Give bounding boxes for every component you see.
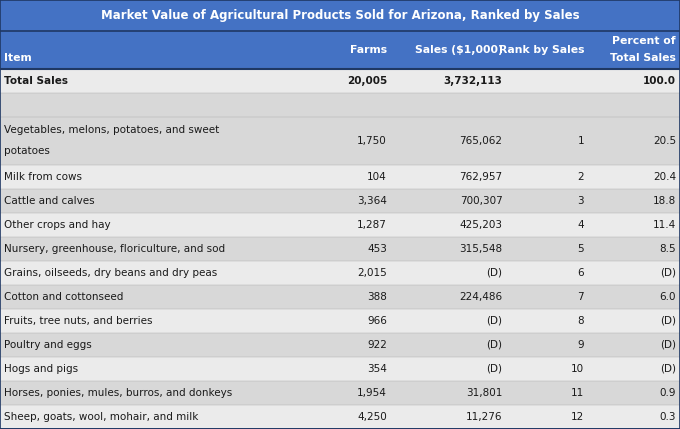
Text: (D): (D)	[660, 340, 676, 350]
Text: 18.8: 18.8	[653, 196, 676, 206]
Text: 7: 7	[577, 292, 584, 302]
Text: 0.9: 0.9	[660, 388, 676, 398]
Text: 1,287: 1,287	[357, 220, 387, 230]
Bar	[0, 93, 680, 117]
Text: (D): (D)	[486, 316, 503, 326]
Text: Nursery, greenhouse, floriculture, and sod: Nursery, greenhouse, floriculture, and s…	[4, 244, 225, 254]
Text: (D): (D)	[486, 364, 503, 374]
Text: 12: 12	[571, 412, 584, 422]
Text: 354: 354	[367, 364, 387, 374]
Text: 10: 10	[571, 364, 584, 374]
Bar	[0, 357, 680, 381]
Text: 3,732,113: 3,732,113	[443, 76, 503, 86]
Text: 11,276: 11,276	[466, 412, 503, 422]
Text: 388: 388	[367, 292, 387, 302]
Bar	[0, 165, 680, 189]
Text: 453: 453	[367, 244, 387, 254]
Bar	[0, 213, 680, 237]
Text: 20.5: 20.5	[653, 136, 676, 146]
Bar	[0, 117, 680, 165]
Bar	[0, 309, 680, 333]
Bar	[0, 31, 680, 69]
Text: (D): (D)	[660, 364, 676, 374]
Text: Total Sales: Total Sales	[610, 53, 676, 63]
Text: 5: 5	[577, 244, 584, 254]
Text: (D): (D)	[486, 340, 503, 350]
Text: Vegetables, melons, potatoes, and sweet: Vegetables, melons, potatoes, and sweet	[4, 125, 220, 135]
Text: 8: 8	[577, 316, 584, 326]
Text: Sheep, goats, wool, mohair, and milk: Sheep, goats, wool, mohair, and milk	[4, 412, 199, 422]
Text: 3,364: 3,364	[357, 196, 387, 206]
Text: 6: 6	[577, 268, 584, 278]
Text: 315,548: 315,548	[460, 244, 503, 254]
Text: 2,015: 2,015	[357, 268, 387, 278]
Text: Total Sales: Total Sales	[4, 76, 68, 86]
Text: Farms: Farms	[350, 45, 387, 55]
Bar	[0, 69, 680, 93]
Text: (D): (D)	[660, 268, 676, 278]
Text: 31,801: 31,801	[466, 388, 503, 398]
Bar	[0, 0, 680, 31]
Text: 6.0: 6.0	[660, 292, 676, 302]
Text: 922: 922	[367, 340, 387, 350]
Text: 1: 1	[577, 136, 584, 146]
Text: Item: Item	[4, 53, 32, 63]
Text: 2: 2	[577, 172, 584, 182]
Text: (D): (D)	[660, 316, 676, 326]
Text: 700,307: 700,307	[460, 196, 503, 206]
Text: 3: 3	[577, 196, 584, 206]
Text: 4,250: 4,250	[357, 412, 387, 422]
Bar	[0, 261, 680, 285]
Text: 1,750: 1,750	[357, 136, 387, 146]
Text: 1,954: 1,954	[357, 388, 387, 398]
Text: Cotton and cottonseed: Cotton and cottonseed	[4, 292, 124, 302]
Text: 104: 104	[367, 172, 387, 182]
Bar	[0, 405, 680, 429]
Text: 762,957: 762,957	[460, 172, 503, 182]
Text: Hogs and pigs: Hogs and pigs	[4, 364, 78, 374]
Bar	[0, 237, 680, 261]
Text: Other crops and hay: Other crops and hay	[4, 220, 111, 230]
Text: Percent of: Percent of	[612, 36, 676, 46]
Text: Poultry and eggs: Poultry and eggs	[4, 340, 92, 350]
Bar	[0, 381, 680, 405]
Text: potatoes: potatoes	[4, 146, 50, 156]
Text: Grains, oilseeds, dry beans and dry peas: Grains, oilseeds, dry beans and dry peas	[4, 268, 218, 278]
Text: 11.4: 11.4	[653, 220, 676, 230]
Text: Horses, ponies, mules, burros, and donkeys: Horses, ponies, mules, burros, and donke…	[4, 388, 233, 398]
Text: 11: 11	[571, 388, 584, 398]
Text: Milk from cows: Milk from cows	[4, 172, 82, 182]
Text: 765,062: 765,062	[460, 136, 503, 146]
Text: Sales ($1,000): Sales ($1,000)	[415, 45, 503, 55]
Text: 224,486: 224,486	[460, 292, 503, 302]
Text: 0.3: 0.3	[660, 412, 676, 422]
Text: (D): (D)	[486, 268, 503, 278]
Text: Rank by Sales: Rank by Sales	[498, 45, 584, 55]
Bar	[0, 333, 680, 357]
Text: 9: 9	[577, 340, 584, 350]
Text: 100.0: 100.0	[643, 76, 676, 86]
Text: 20.4: 20.4	[653, 172, 676, 182]
Text: Cattle and calves: Cattle and calves	[4, 196, 95, 206]
Bar	[0, 285, 680, 309]
Text: 4: 4	[577, 220, 584, 230]
Bar	[0, 189, 680, 213]
Text: Fruits, tree nuts, and berries: Fruits, tree nuts, and berries	[4, 316, 152, 326]
Text: 425,203: 425,203	[460, 220, 503, 230]
Text: 20,005: 20,005	[347, 76, 387, 86]
Text: 8.5: 8.5	[660, 244, 676, 254]
Text: 966: 966	[367, 316, 387, 326]
Text: Market Value of Agricultural Products Sold for Arizona, Ranked by Sales: Market Value of Agricultural Products So…	[101, 9, 579, 22]
